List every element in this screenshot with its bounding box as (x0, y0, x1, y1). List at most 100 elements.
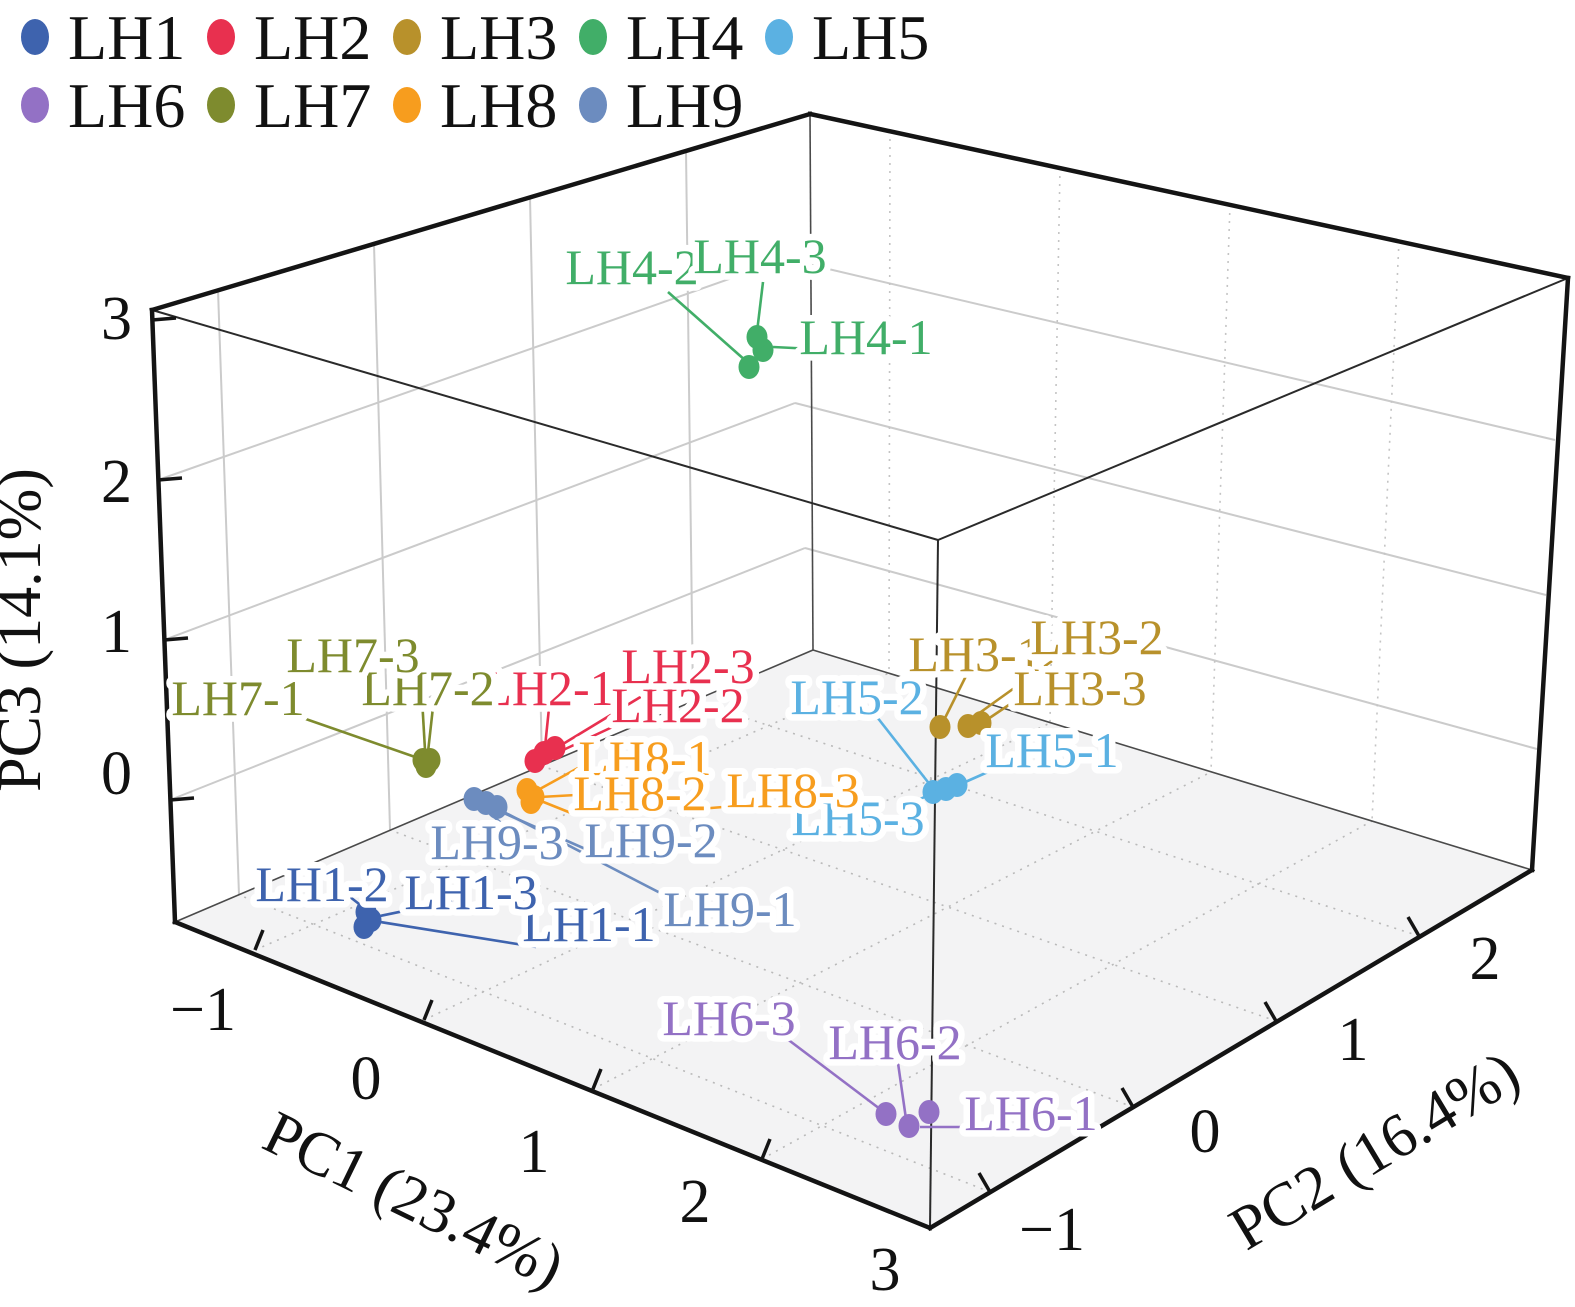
pc1-tick-label: 3 (870, 1236, 901, 1304)
leader-line (489, 805, 616, 864)
tick-mark (977, 1172, 992, 1193)
box-back-edges (174, 113, 1533, 923)
wall-gridlines (157, 150, 1556, 896)
scatter-points-layer (353, 325, 992, 1138)
box-edge (172, 919, 933, 1231)
grid-line (163, 402, 796, 641)
box-edge (926, 866, 1536, 1232)
grid-line (541, 765, 1277, 1022)
leader-line (557, 688, 653, 749)
leader-line (962, 762, 1007, 785)
legend-item-lh1: LH1 (21, 2, 185, 73)
legend-item-lh9: LH9 (579, 70, 743, 141)
point-label: LH8-2 (573, 765, 706, 821)
leader-line (539, 793, 577, 799)
scatter-point (360, 908, 382, 932)
leader-line (987, 694, 1023, 721)
axis-tick-labels-layer: −1 0 1 2 3 −1 0 1 2 3 2 1 0 (101, 285, 1501, 1304)
grid-line (804, 547, 1538, 750)
point-label: LH3-1 (908, 626, 1041, 682)
leader-line (543, 707, 551, 748)
legend-label: LH3 (440, 2, 557, 73)
leader-line (970, 659, 1053, 721)
tick-mark (1406, 916, 1421, 937)
grid-line (1371, 240, 1400, 822)
legend-swatch-icon (21, 19, 49, 55)
point-label: LH2-3 (621, 638, 754, 694)
point-label: LH9-2 (584, 812, 717, 868)
grid-line (238, 894, 991, 1193)
leader-line (540, 799, 572, 815)
pc3-axis-title: PC3 (14.1%) (0, 468, 54, 792)
grid-line (785, 258, 1556, 441)
legend-swatch-icon (393, 87, 421, 123)
scatter-point (875, 1102, 897, 1126)
scatter-point (463, 787, 485, 811)
pc2-tick-label: 2 (1470, 925, 1501, 993)
point-label: LH5-2 (790, 669, 923, 725)
leader-line (299, 715, 419, 760)
box-edge (151, 309, 939, 541)
grid-line (423, 722, 1051, 1021)
pc3-tick-label: 3 (101, 285, 132, 353)
grid-line (217, 289, 240, 896)
point-label: LH5-1 (985, 722, 1118, 778)
box-main-edges (149, 111, 1571, 1232)
legend-label: LH2 (254, 2, 371, 73)
box-edge (812, 649, 1533, 871)
scatter-point (746, 325, 768, 349)
scatter-point (544, 736, 566, 760)
tick-mark (253, 929, 265, 951)
point-label: LH8-1 (578, 730, 711, 786)
point-label: LH9-3 (430, 814, 563, 870)
pc3-tick-label: 1 (101, 598, 132, 666)
legend-item-lh4: LH4 (579, 2, 743, 73)
leader-line (560, 714, 637, 753)
tick-mark (1263, 1001, 1278, 1022)
legend-item-lh5: LH5 (765, 2, 929, 73)
leader-line (772, 345, 815, 351)
point-label: LH6-2 (828, 1014, 961, 1070)
pc2-tick-label: −1 (1019, 1196, 1085, 1264)
tick-mark (422, 999, 434, 1021)
pc1-tick-label: 2 (680, 1168, 711, 1236)
tick-mark (163, 636, 189, 642)
point-label: LH4-1 (799, 309, 932, 365)
pc3-tick-label: 0 (101, 740, 132, 808)
grid-line (373, 243, 391, 831)
scatter-point (935, 777, 957, 801)
box-edge (149, 111, 813, 313)
pc1-tick-label: 1 (519, 1118, 550, 1186)
scatter-point (738, 355, 760, 379)
legend-swatch-icon (765, 19, 793, 55)
legend-label: LH8 (440, 70, 557, 141)
leader-line (777, 1030, 881, 1111)
grid-line (685, 150, 694, 702)
legend-item-lh3: LH3 (393, 2, 557, 73)
legend-label: LH6 (68, 70, 185, 141)
point-label: LH8-3 (726, 762, 859, 818)
legend-swatch-icon (579, 87, 607, 123)
leader-line (698, 804, 736, 811)
wall-gridlines-dotted (888, 130, 1400, 822)
legend-label: LH7 (254, 70, 371, 141)
point-label: LH7-3 (286, 627, 419, 683)
legend-swatch-icon (393, 19, 421, 55)
tick-mark (169, 796, 195, 802)
point-label: LH1-1 (522, 896, 655, 952)
tick-mark (1120, 1087, 1135, 1108)
tick-mark (151, 316, 177, 322)
pc2-tick-label: 1 (1338, 1006, 1369, 1074)
point-label: LH2-2 (611, 677, 744, 733)
legend-swatch-icon (579, 19, 607, 55)
leader-line (875, 716, 933, 787)
scatter-point (524, 749, 546, 773)
pc1-tick-label: 0 (351, 1045, 382, 1113)
legend-swatch-icon (207, 19, 235, 55)
leader-line (426, 706, 435, 753)
pc2-axis-title: PC2 (16.4%) (1218, 1038, 1531, 1263)
leader-line (373, 919, 537, 949)
leader-line (667, 291, 747, 362)
